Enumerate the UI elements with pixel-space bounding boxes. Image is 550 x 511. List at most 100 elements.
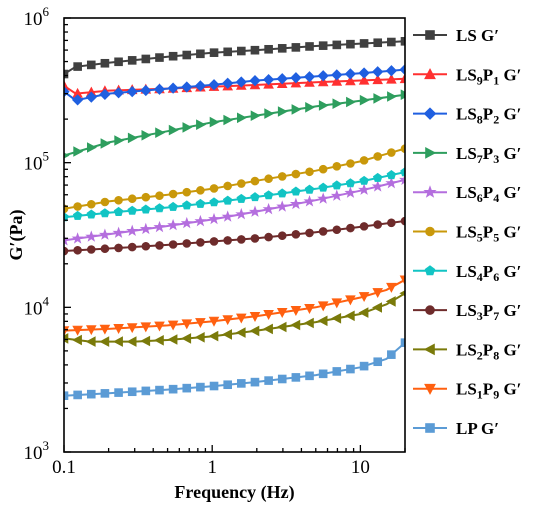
data-point <box>387 350 396 359</box>
data-point <box>304 303 315 314</box>
data-point <box>373 38 383 48</box>
data-point <box>86 389 96 399</box>
data-point <box>371 180 384 192</box>
data-point <box>386 73 397 84</box>
data-point <box>318 41 328 50</box>
data-point <box>208 212 221 225</box>
data-point <box>223 114 234 126</box>
data-point <box>72 325 83 336</box>
data-point <box>209 197 219 207</box>
data-point <box>387 218 396 228</box>
data-point <box>400 167 405 177</box>
data-point <box>235 327 246 338</box>
data-point <box>167 334 178 345</box>
data-point <box>372 172 383 182</box>
data-point <box>221 210 234 222</box>
legend-item: LS7P3 G′ <box>413 144 521 166</box>
y-tick-label: 104 <box>24 293 50 319</box>
data-point <box>290 319 301 331</box>
data-point <box>209 237 219 246</box>
data-point <box>167 218 180 231</box>
data-point <box>141 192 151 202</box>
data-point <box>385 176 398 189</box>
data-point <box>85 91 97 103</box>
legend-item: LS6P4 G′ <box>413 183 521 205</box>
data-point <box>332 40 342 50</box>
data-point <box>194 214 207 227</box>
data-point <box>303 71 316 83</box>
data-point <box>126 224 139 237</box>
data-point <box>331 69 343 81</box>
legend-marker <box>424 383 436 395</box>
x-tick-label: 1 <box>207 457 217 478</box>
data-point <box>168 189 178 199</box>
data-point <box>85 230 98 242</box>
data-point <box>289 197 302 210</box>
data-point <box>373 93 384 104</box>
data-point <box>182 200 192 210</box>
data-point <box>85 325 97 336</box>
series-markers <box>64 89 405 159</box>
data-point <box>387 148 396 157</box>
data-point <box>373 152 383 161</box>
data-point <box>85 336 96 347</box>
data-point <box>64 212 69 222</box>
series-markers <box>64 37 405 79</box>
data-point <box>100 138 111 149</box>
data-point <box>291 186 301 196</box>
data-point <box>113 323 124 334</box>
data-point <box>126 85 138 98</box>
data-point <box>277 172 287 181</box>
data-point <box>127 132 138 144</box>
data-point <box>209 116 220 128</box>
plot-area <box>64 37 405 401</box>
data-point <box>182 383 192 393</box>
data-point <box>346 364 355 374</box>
data-point <box>237 46 246 56</box>
data-point <box>114 195 123 205</box>
data-point <box>263 309 274 320</box>
data-point <box>277 106 288 117</box>
legend-label: LS3P7 G′ <box>456 301 521 323</box>
data-point <box>100 58 110 68</box>
data-point <box>345 178 356 188</box>
data-point <box>317 70 329 82</box>
data-point <box>167 82 179 94</box>
data-point <box>222 329 232 340</box>
data-point <box>222 195 233 205</box>
data-point <box>385 65 398 77</box>
data-point <box>331 75 343 86</box>
data-point <box>318 164 328 174</box>
data-point <box>141 54 151 64</box>
data-point <box>264 174 273 184</box>
data-point <box>114 135 125 146</box>
data-point <box>332 98 343 110</box>
data-point <box>141 204 151 214</box>
data-point <box>344 68 357 80</box>
data-point <box>223 236 232 245</box>
data-point <box>71 232 84 244</box>
legend-item: LP G′ <box>413 419 499 438</box>
data-point <box>195 318 206 329</box>
legend-item: LS2P8 G′ <box>413 340 521 362</box>
data-point <box>208 316 220 327</box>
data-point <box>277 231 287 241</box>
data-point <box>237 112 247 124</box>
data-point <box>64 69 69 79</box>
data-point <box>73 202 82 211</box>
data-point <box>64 391 69 401</box>
data-point <box>196 186 205 195</box>
data-point <box>181 319 193 330</box>
data-point <box>127 194 137 204</box>
legend-label: LS4P6 G′ <box>456 262 521 284</box>
data-point <box>331 298 343 309</box>
data-point <box>359 361 369 371</box>
series-group <box>64 37 405 401</box>
data-point <box>318 100 329 111</box>
legend-label: LP G′ <box>456 419 499 438</box>
data-point <box>153 83 166 95</box>
data-point <box>332 225 342 235</box>
data-point <box>100 197 110 207</box>
data-point <box>291 373 301 382</box>
data-point <box>332 162 342 171</box>
